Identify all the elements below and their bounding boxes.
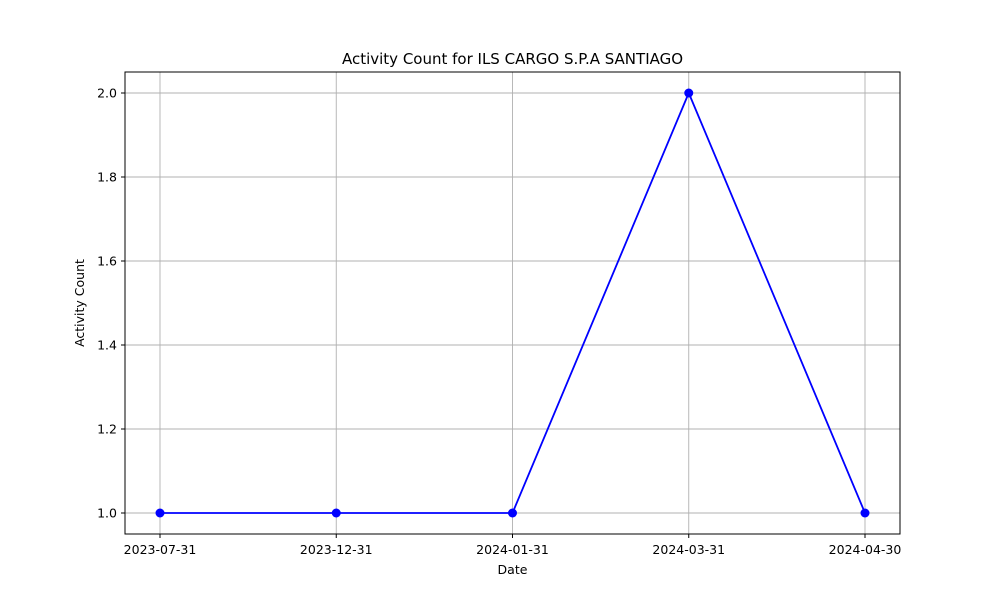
data-point-marker	[155, 508, 165, 518]
data-point-marker	[331, 508, 341, 518]
x-tick-label: 2024-03-31	[652, 542, 725, 557]
x-tick-label: 2023-07-31	[124, 542, 197, 557]
grid	[125, 72, 900, 534]
y-axis-label: Activity Count	[72, 259, 87, 347]
chart-title: Activity Count for ILS CARGO S.P.A SANTI…	[342, 50, 683, 68]
y-tick-label: 1.6	[97, 254, 117, 269]
x-axis-label: Date	[498, 562, 528, 577]
x-tick-label: 2023-12-31	[300, 542, 373, 557]
data-point-marker	[508, 508, 517, 518]
y-tick-label: 1.8	[97, 170, 117, 185]
y-tick-label: 1.4	[97, 338, 117, 353]
y-tick-label: 1.2	[97, 422, 117, 437]
y-tick-label: 1.0	[97, 506, 117, 521]
x-tick-label: 2024-01-31	[476, 542, 549, 557]
data-point-marker	[860, 508, 870, 518]
x-tick-label: 2024-04-30	[829, 542, 902, 557]
series-layer	[155, 88, 870, 518]
y-tick-label: 2.0	[97, 86, 117, 101]
data-point-marker	[684, 88, 694, 98]
axis-ticks: 2023-07-31 2023-12-31 2024-01-31 2024-03-31…	[97, 86, 901, 558]
